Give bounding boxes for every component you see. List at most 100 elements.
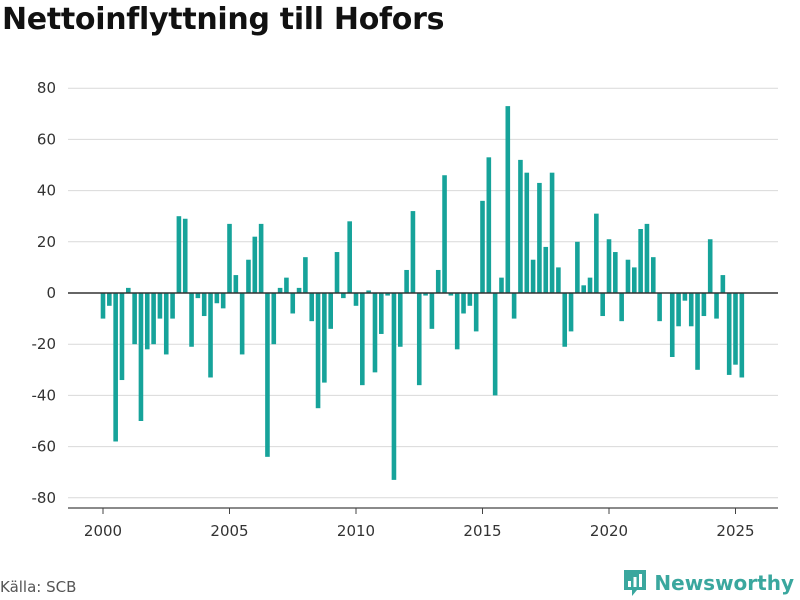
bar [258, 223, 264, 293]
bar [511, 293, 517, 319]
bar [701, 293, 707, 317]
bar [587, 277, 593, 293]
bar [448, 293, 454, 296]
y-tick-label: 40 [37, 182, 56, 200]
bar [676, 293, 681, 327]
bar [435, 269, 441, 293]
bar [360, 293, 365, 386]
bar [619, 293, 624, 322]
bar [499, 277, 504, 293]
bar [410, 211, 416, 293]
bar [613, 252, 618, 293]
bar [138, 293, 144, 421]
bar [347, 221, 352, 293]
bar [328, 293, 333, 329]
bar [334, 252, 340, 293]
bar [707, 239, 713, 293]
bar [246, 259, 251, 293]
bar [176, 216, 182, 293]
bar [366, 290, 371, 293]
bar [726, 293, 732, 375]
bar [505, 106, 511, 294]
bar [429, 293, 435, 329]
bar [714, 293, 719, 319]
bar [549, 172, 555, 293]
bar [277, 287, 283, 293]
bar [625, 259, 631, 293]
bar [227, 223, 232, 293]
bar [695, 293, 700, 370]
newsworthy-logo-icon [624, 570, 647, 596]
bar [290, 293, 296, 314]
y-axis-ticks: 80 60 40 20 0 -20 -40 -60 -80 [32, 79, 57, 507]
bar [480, 200, 485, 293]
bar [208, 293, 213, 378]
bar [201, 293, 207, 317]
bar [575, 241, 580, 293]
bar [151, 293, 156, 345]
bar [486, 157, 492, 293]
bar [353, 293, 359, 306]
bar [132, 293, 137, 345]
bar [170, 293, 175, 319]
x-tick-label: 2010 [337, 522, 375, 540]
y-tick-label: -80 [32, 489, 57, 507]
y-tick-label: -20 [32, 335, 57, 353]
bar [518, 159, 523, 293]
bar [163, 293, 169, 355]
bar [195, 293, 201, 299]
bar [543, 246, 549, 293]
bar [733, 293, 738, 365]
bar [113, 293, 118, 442]
bar [391, 293, 397, 480]
bar [467, 293, 473, 306]
bar [562, 293, 568, 347]
bar [537, 182, 542, 293]
bar [404, 269, 409, 293]
bar [126, 287, 131, 293]
bar [385, 293, 390, 296]
y-tick-label: 80 [37, 79, 56, 97]
brand[interactable]: Newsworthy [622, 568, 794, 598]
bar [644, 223, 650, 293]
bar [119, 293, 125, 381]
bar [157, 293, 163, 319]
bar [100, 293, 106, 319]
bar [265, 293, 270, 457]
bar [492, 293, 498, 396]
bar [341, 293, 346, 299]
bar [739, 293, 745, 378]
bar [600, 293, 605, 317]
x-tick-label: 2015 [463, 522, 501, 540]
bar [461, 293, 466, 314]
bar [107, 293, 112, 306]
bar [397, 293, 403, 347]
bar [214, 293, 220, 304]
bar [423, 293, 428, 296]
bar [271, 293, 277, 345]
bar [530, 259, 536, 293]
bar [632, 267, 637, 293]
x-tick-label: 2005 [210, 522, 248, 540]
bar [606, 239, 612, 293]
bar [442, 175, 447, 293]
x-tick-label: 2025 [716, 522, 754, 540]
bar [315, 293, 321, 409]
bar [379, 293, 384, 334]
bar [303, 257, 308, 293]
brand-name: Newsworthy [654, 571, 794, 595]
bar [284, 277, 289, 293]
bar [682, 293, 688, 301]
y-tick-label: 60 [37, 130, 56, 148]
x-tick-label: 2000 [84, 522, 122, 540]
bar [322, 293, 327, 383]
bar [233, 275, 239, 293]
y-tick-label: 0 [46, 284, 56, 302]
bar [372, 293, 378, 373]
bar [568, 293, 574, 332]
y-tick-label: -60 [32, 438, 57, 456]
bar [524, 172, 530, 293]
bars [100, 106, 745, 480]
bar [473, 293, 479, 332]
